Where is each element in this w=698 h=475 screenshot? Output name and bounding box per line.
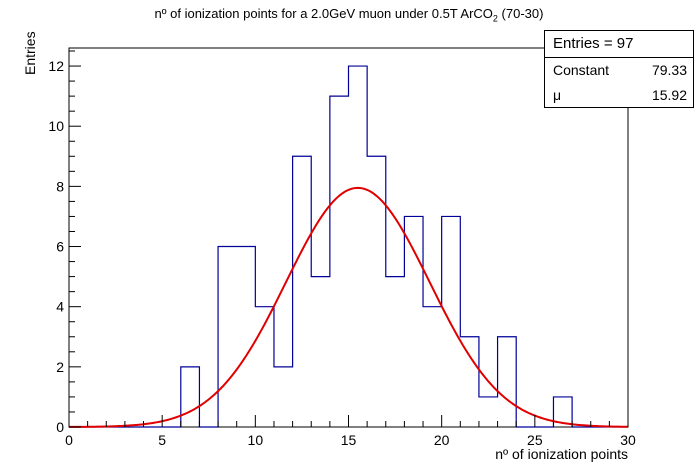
histogram-bin (274, 367, 293, 427)
y-tick-label: 8 (56, 178, 64, 194)
x-tick-label: 25 (527, 432, 543, 448)
histogram-bin (460, 337, 479, 427)
histogram-bin (479, 397, 498, 427)
histogram-bin (498, 337, 517, 427)
histogram-bin (386, 277, 405, 427)
stats-box: Entries = 97 Constant 79.33 μ 15.92 (544, 30, 694, 108)
x-axis-label: nº of ionization points (495, 446, 628, 462)
y-tick-label: 0 (56, 419, 64, 435)
stats-row-constant: Constant 79.33 (545, 58, 693, 83)
histogram-bin (311, 277, 330, 427)
y-tick-label: 10 (48, 118, 64, 134)
histogram-bin (404, 216, 423, 427)
histogram-bin (349, 66, 368, 427)
histogram-bin (442, 216, 461, 427)
histogram-bin (293, 156, 312, 427)
y-tick-label: 2 (56, 359, 64, 375)
chart-title: nº of ionization points for a 2.0GeV muo… (154, 6, 544, 24)
stats-constant-value: 79.33 (651, 62, 687, 78)
stats-row-mean: μ 15.92 (545, 83, 693, 108)
histogram-bin (237, 247, 256, 427)
stats-mean-value: 15.92 (651, 87, 687, 103)
y-axis-label: Entries (22, 31, 38, 75)
x-tick-label: 5 (158, 432, 166, 448)
y-tick-label: 12 (48, 58, 64, 74)
stats-constant-label: Constant (553, 62, 610, 78)
histogram-bin (330, 96, 349, 427)
histogram-bin (218, 247, 237, 427)
histogram-bin (423, 307, 442, 427)
x-tick-label: 10 (248, 432, 264, 448)
histogram-bin (181, 367, 200, 427)
x-tick-label: 20 (434, 432, 450, 448)
x-tick-label: 30 (620, 432, 636, 448)
histogram-outline (69, 65, 628, 428)
x-tick-label: 15 (341, 432, 357, 448)
y-tick-label: 4 (56, 299, 64, 315)
x-tick-label: 0 (65, 432, 73, 448)
stats-entries: Entries = 97 (545, 31, 693, 58)
y-tick-label: 6 (56, 239, 64, 255)
stats-mean-label: μ (553, 87, 562, 103)
